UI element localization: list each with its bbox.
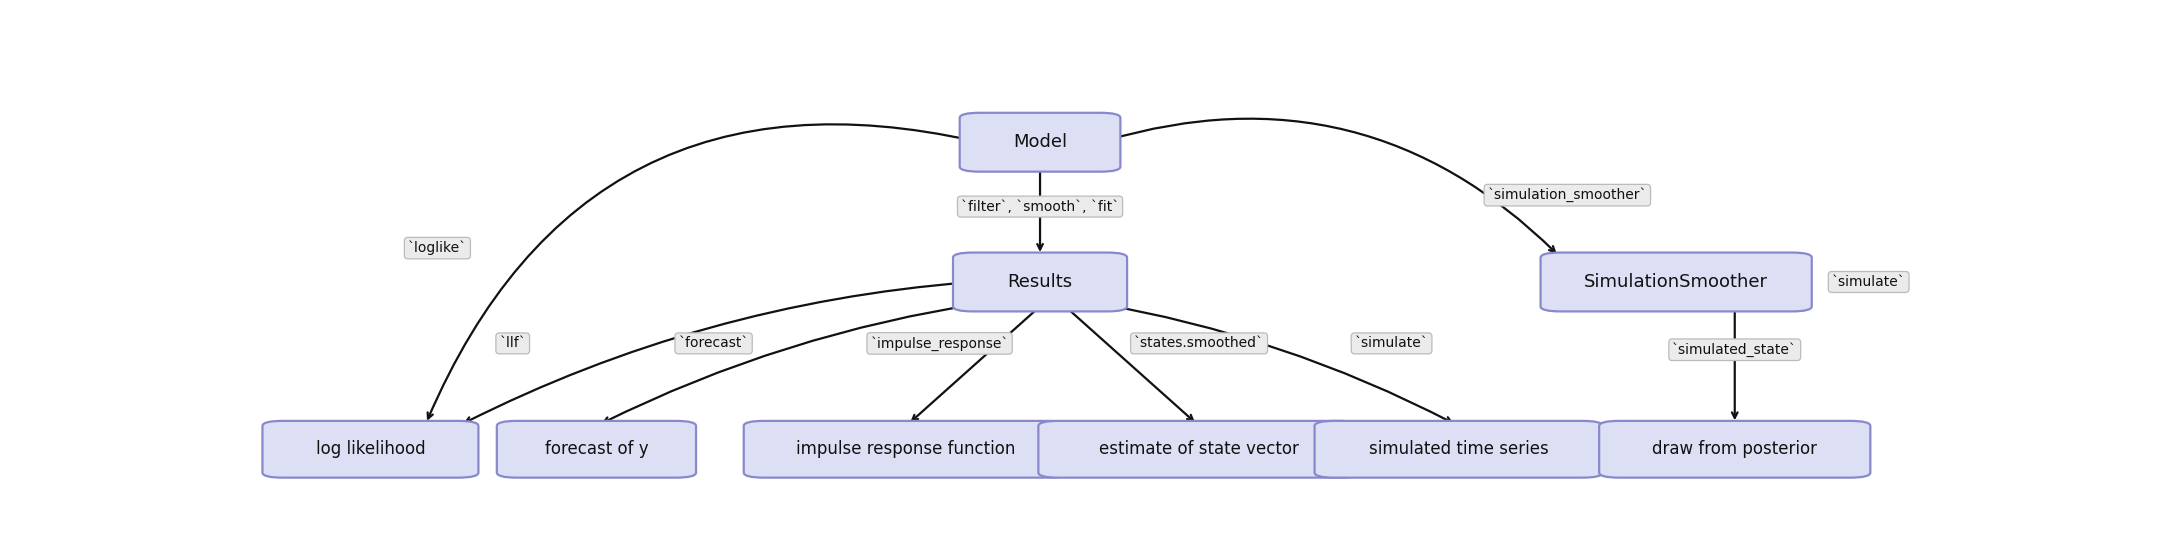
- Text: simulated time series: simulated time series: [1369, 440, 1549, 458]
- FancyBboxPatch shape: [1315, 421, 1603, 477]
- FancyBboxPatch shape: [743, 421, 1069, 477]
- FancyBboxPatch shape: [953, 252, 1128, 311]
- FancyBboxPatch shape: [1039, 421, 1361, 477]
- Text: Model: Model: [1013, 133, 1067, 151]
- Text: `simulate`: `simulate`: [1832, 275, 1905, 289]
- Text: log likelihood: log likelihood: [315, 440, 426, 458]
- FancyBboxPatch shape: [1598, 421, 1871, 477]
- FancyBboxPatch shape: [264, 421, 477, 477]
- Text: `llf`: `llf`: [499, 337, 527, 350]
- Text: `loglike`: `loglike`: [408, 241, 467, 255]
- Text: draw from posterior: draw from posterior: [1652, 440, 1817, 458]
- Text: estimate of state vector: estimate of state vector: [1099, 440, 1298, 458]
- Text: `impulse_response`: `impulse_response`: [870, 336, 1009, 351]
- Text: `simulate`: `simulate`: [1354, 337, 1428, 350]
- Text: forecast of y: forecast of y: [544, 440, 648, 458]
- Text: impulse response function: impulse response function: [797, 440, 1015, 458]
- Text: `simulated_state`: `simulated_state`: [1672, 343, 1797, 357]
- FancyBboxPatch shape: [959, 113, 1121, 172]
- Text: `filter`, `smooth`, `fit`: `filter`, `smooth`, `fit`: [961, 200, 1119, 213]
- FancyBboxPatch shape: [1540, 252, 1812, 311]
- Text: `simulation_smoother`: `simulation_smoother`: [1488, 188, 1648, 202]
- Text: SimulationSmoother: SimulationSmoother: [1583, 273, 1769, 291]
- Text: Results: Results: [1007, 273, 1074, 291]
- Text: `forecast`: `forecast`: [678, 337, 750, 350]
- Text: `states.smoothed`: `states.smoothed`: [1134, 337, 1264, 350]
- FancyBboxPatch shape: [497, 421, 696, 477]
